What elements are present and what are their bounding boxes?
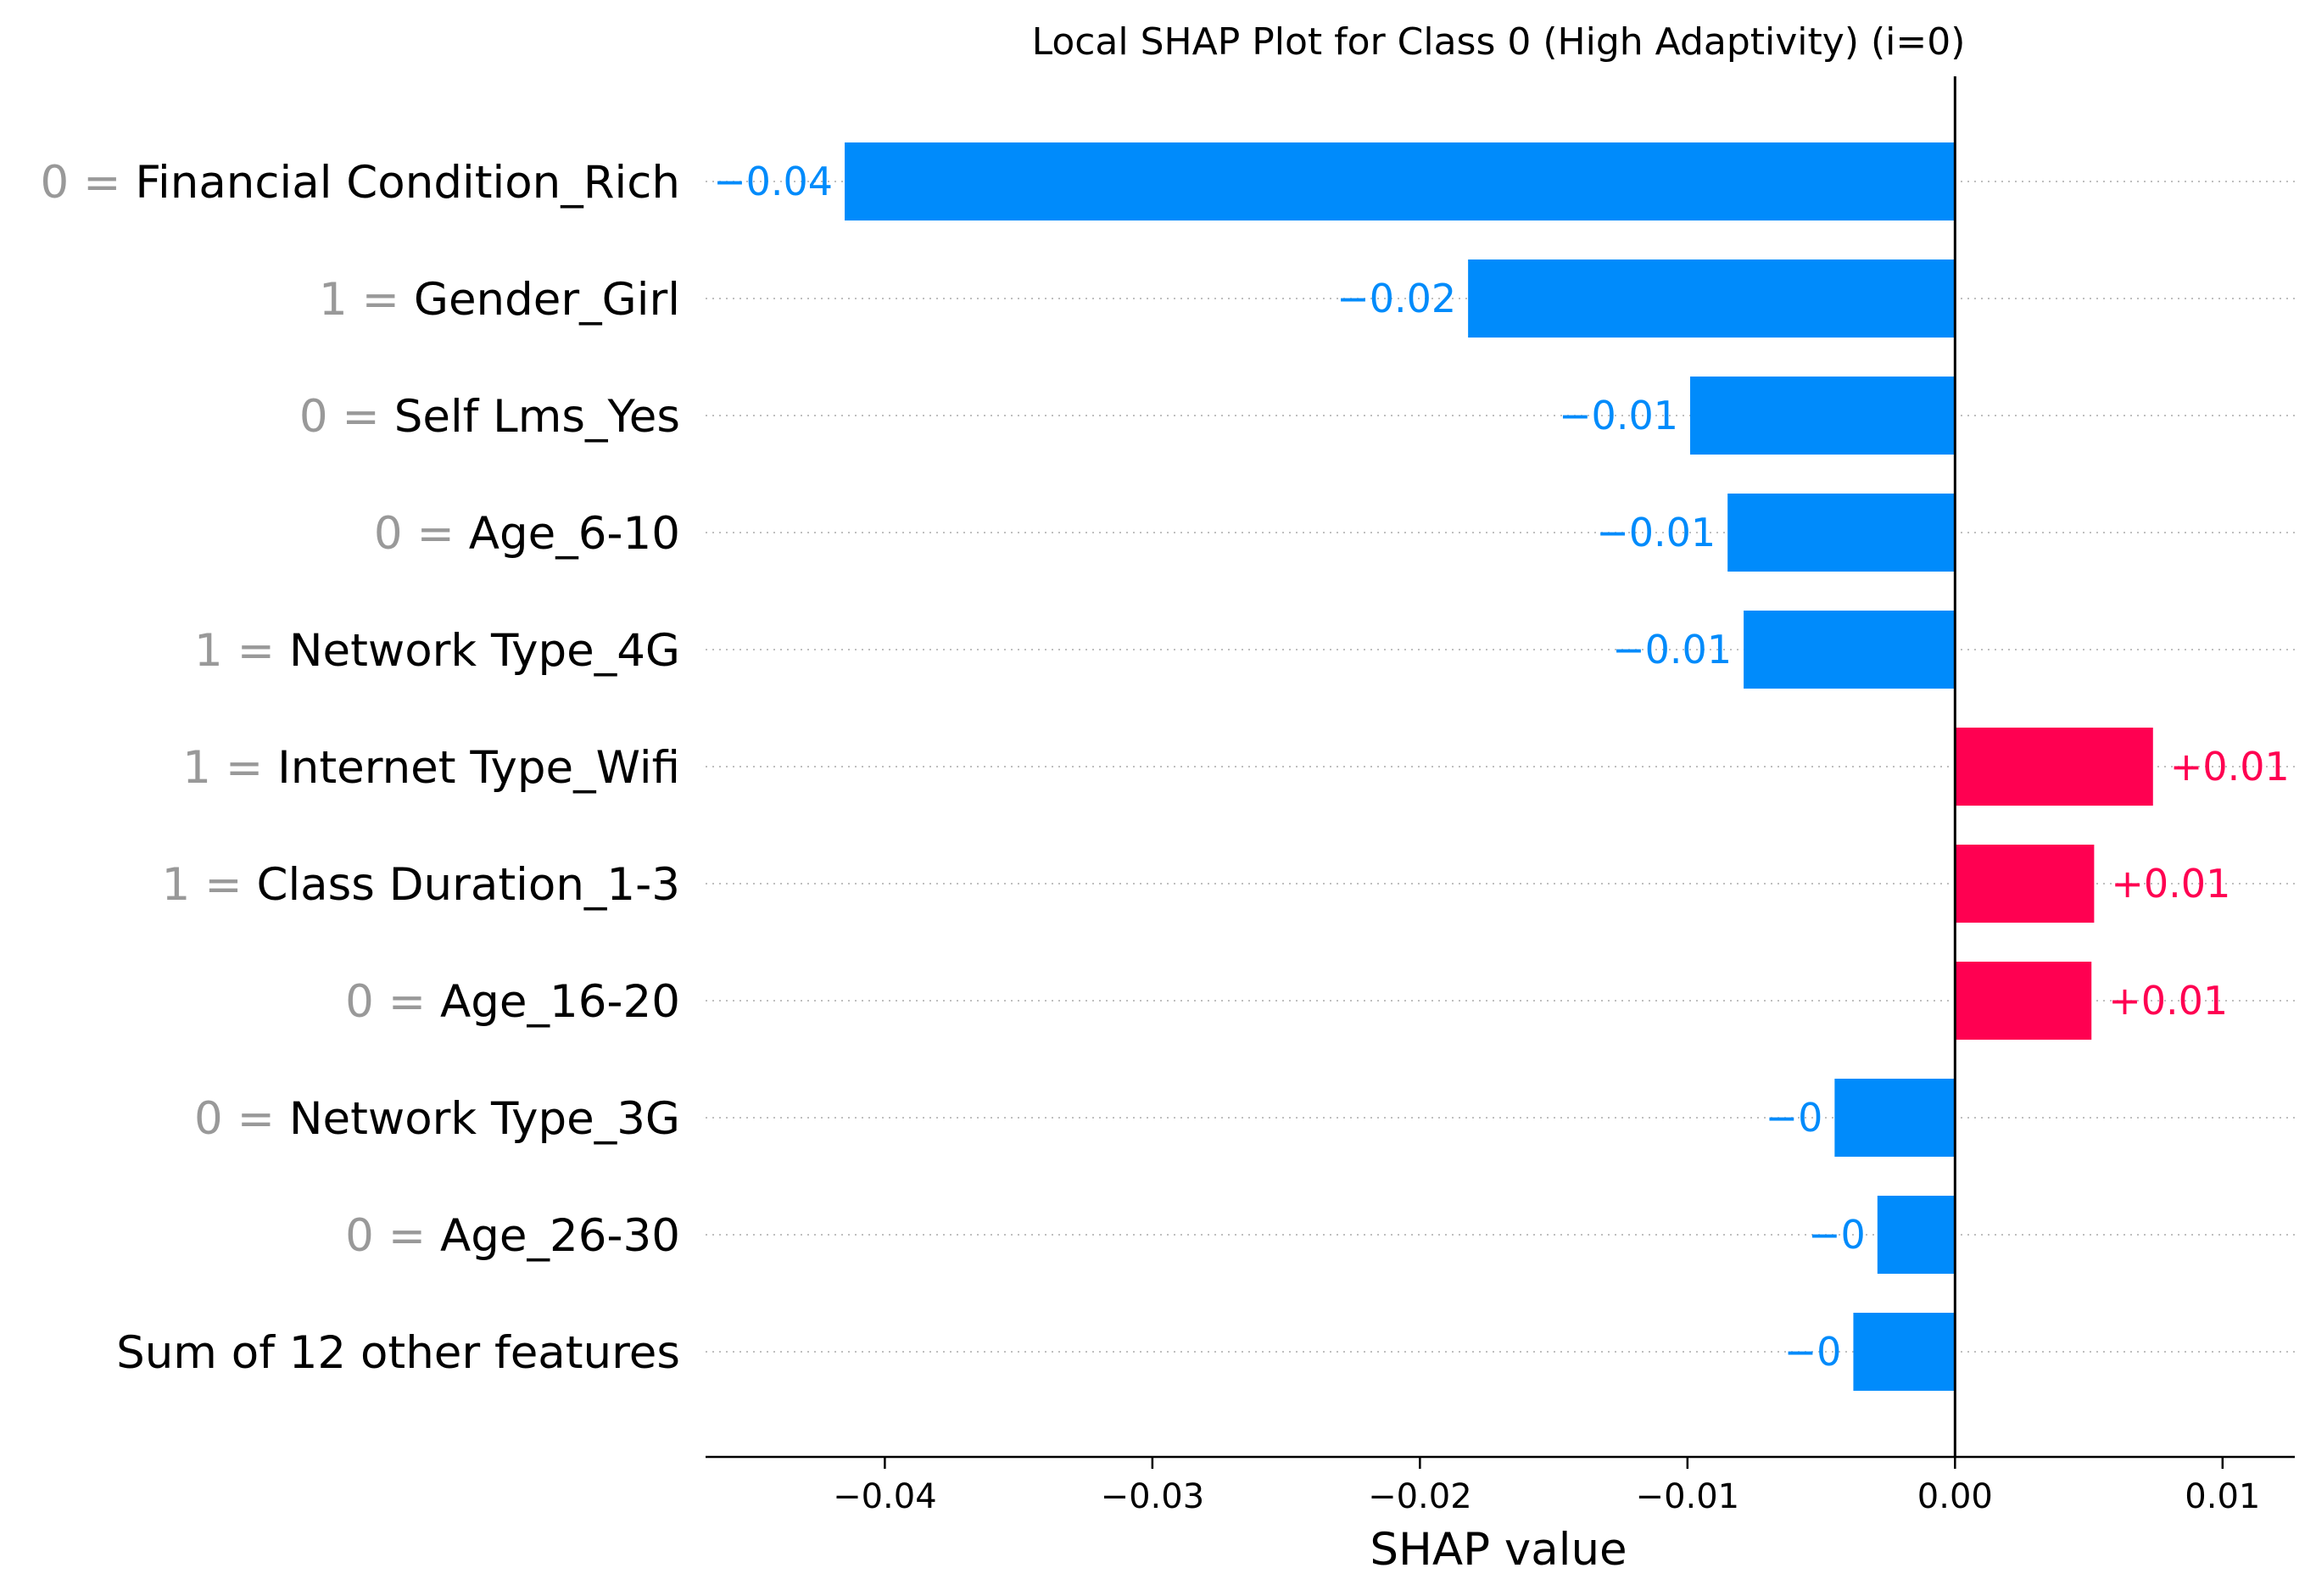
feature-value: 1 =	[182, 742, 277, 794]
feature-value: 0 =	[374, 508, 469, 560]
bar	[1834, 1079, 1956, 1157]
feature-name: Network Type_3G	[289, 1093, 680, 1145]
feature-name: Network Type_4G	[289, 625, 680, 677]
bar	[1955, 728, 2153, 806]
bar-labels-group: −0.04 −0.02 −0.01 −0.01 −0.01 +0.01 +0.01 +0.01…	[713, 159, 2290, 1375]
bar-value-label: +0.01	[2108, 978, 2228, 1024]
feature-labels-group: 0 = Financial Condition_Rich 1 = Gender_G…	[41, 157, 680, 1379]
feature-label: Sum of 12 other features	[116, 1327, 680, 1379]
feature-label: 1 = Gender_Girl	[319, 274, 680, 326]
feature-name: Age_6-10	[469, 508, 680, 560]
chart-title: Local SHAP Plot for Class 0 (High Adapti…	[1032, 20, 1966, 64]
x-tick-label: −0.02	[1368, 1477, 1472, 1516]
bar-value-label: −0	[1784, 1329, 1842, 1375]
bars-group	[845, 142, 2153, 1391]
bar	[1853, 1313, 1956, 1391]
feature-name: Gender_Girl	[414, 274, 680, 326]
x-axis: −0.04 −0.03 −0.02 −0.01 0.00 0.01	[706, 1455, 2295, 1516]
feature-label: 0 = Age_16-20	[345, 976, 680, 1028]
x-tick-label: −0.04	[833, 1477, 937, 1516]
bar-value-label: +0.01	[2111, 861, 2230, 907]
feature-label: 1 = Network Type_4G	[194, 625, 680, 677]
x-tick-label: 0.01	[2185, 1477, 2260, 1516]
bar	[845, 142, 1956, 220]
x-axis-title: SHAP value	[1370, 1524, 1627, 1576]
bar	[1744, 611, 1956, 689]
bar	[1955, 845, 2095, 923]
feature-name: Age_16-20	[440, 976, 680, 1028]
feature-value: 0 =	[194, 1093, 289, 1145]
feature-label: 0 = Financial Condition_Rich	[41, 157, 680, 209]
bar-value-label: −0.01	[1612, 627, 1732, 672]
bar	[1955, 962, 2092, 1040]
feature-name: Class Duration_1-3	[256, 859, 680, 911]
feature-value: 1 =	[319, 274, 414, 326]
feature-value: 0 =	[41, 157, 136, 209]
feature-value: 0 =	[299, 391, 394, 443]
feature-name: Sum of 12 other features	[116, 1327, 680, 1379]
bar-value-label: −0.02	[1337, 276, 1456, 321]
bar	[1689, 377, 1956, 455]
bar	[1727, 494, 1956, 572]
feature-label: 0 = Self Lms_Yes	[299, 391, 680, 443]
feature-value: 1 =	[194, 625, 289, 677]
bar	[1468, 259, 1956, 338]
bar-value-label: −0	[1766, 1095, 1823, 1141]
feature-label: 1 = Internet Type_Wifi	[182, 742, 680, 794]
feature-label: 0 = Network Type_3G	[194, 1093, 680, 1145]
feature-label: 1 = Class Duration_1-3	[162, 859, 680, 911]
bar-value-label: −0.01	[1559, 393, 1678, 438]
feature-value: 0 =	[345, 1210, 440, 1262]
feature-name: Self Lms_Yes	[394, 391, 680, 443]
feature-name: Age_26-30	[440, 1210, 680, 1262]
feature-label: 0 = Age_26-30	[345, 1210, 680, 1262]
x-tick-label: 0.00	[1917, 1477, 1993, 1516]
x-tick-label: −0.03	[1101, 1477, 1205, 1516]
bar-value-label: −0.04	[713, 159, 833, 204]
bar-value-label: −0.01	[1596, 510, 1716, 555]
feature-name: Financial Condition_Rich	[135, 157, 680, 209]
bar-value-label: +0.01	[2170, 744, 2290, 790]
guide-lines	[706, 181, 2295, 1353]
x-tick-label: −0.01	[1636, 1477, 1740, 1516]
feature-label: 0 = Age_6-10	[374, 508, 680, 560]
feature-value: 0 =	[345, 976, 440, 1028]
feature-value: 1 =	[162, 859, 257, 911]
bar-value-label: −0	[1808, 1212, 1866, 1258]
feature-name: Internet Type_Wifi	[277, 742, 680, 794]
bar	[1877, 1196, 1956, 1274]
